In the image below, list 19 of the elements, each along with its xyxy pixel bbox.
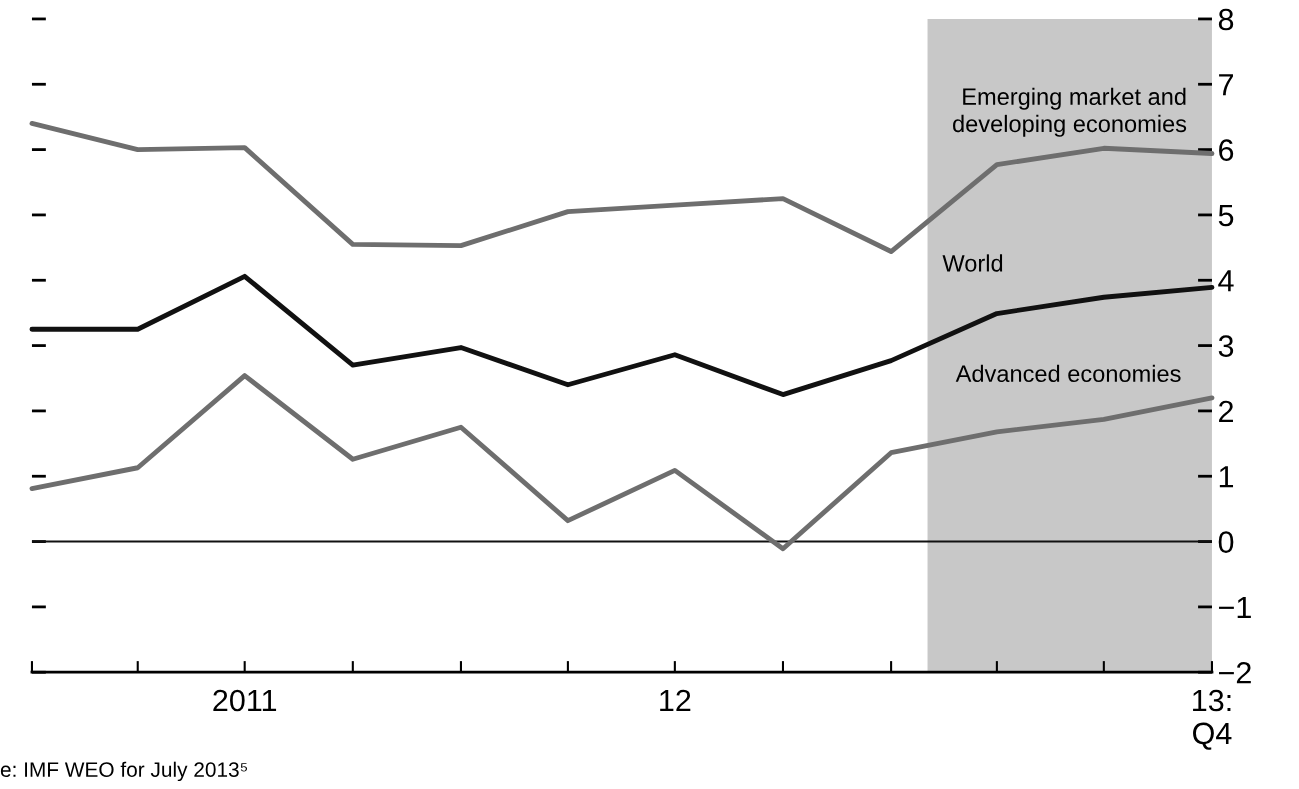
y-tick-label: −1 (1219, 596, 1251, 618)
x-tick-label: 13: Q4 (1193, 689, 1232, 750)
y-tick-label: 3 (1218, 335, 1234, 357)
y-tick-label: 5 (1218, 204, 1234, 227)
y-tick-label: 0 (1218, 531, 1234, 553)
y-tick-label: 2 (1219, 400, 1233, 422)
y-tick-label: 1 (1219, 466, 1234, 488)
series-label: Advanced economies (955, 364, 1181, 383)
line-series (29, 273, 1215, 398)
y-tick-label: 6 (1219, 139, 1234, 161)
x-tick-label: 12 (660, 689, 691, 712)
x-tick-label: 2011 (213, 689, 277, 712)
y-tick-label: −2 (1219, 661, 1251, 684)
y-tick-label: 7 (1219, 74, 1233, 96)
y-tick-label: 4 (1218, 270, 1234, 292)
series-label: Emerging market and developing economies (953, 87, 1187, 137)
series-label: World (942, 254, 1003, 272)
y-tick-label: 8 (1218, 8, 1234, 31)
text: e: IMF WEO for July 2013⁵ (0, 761, 248, 782)
